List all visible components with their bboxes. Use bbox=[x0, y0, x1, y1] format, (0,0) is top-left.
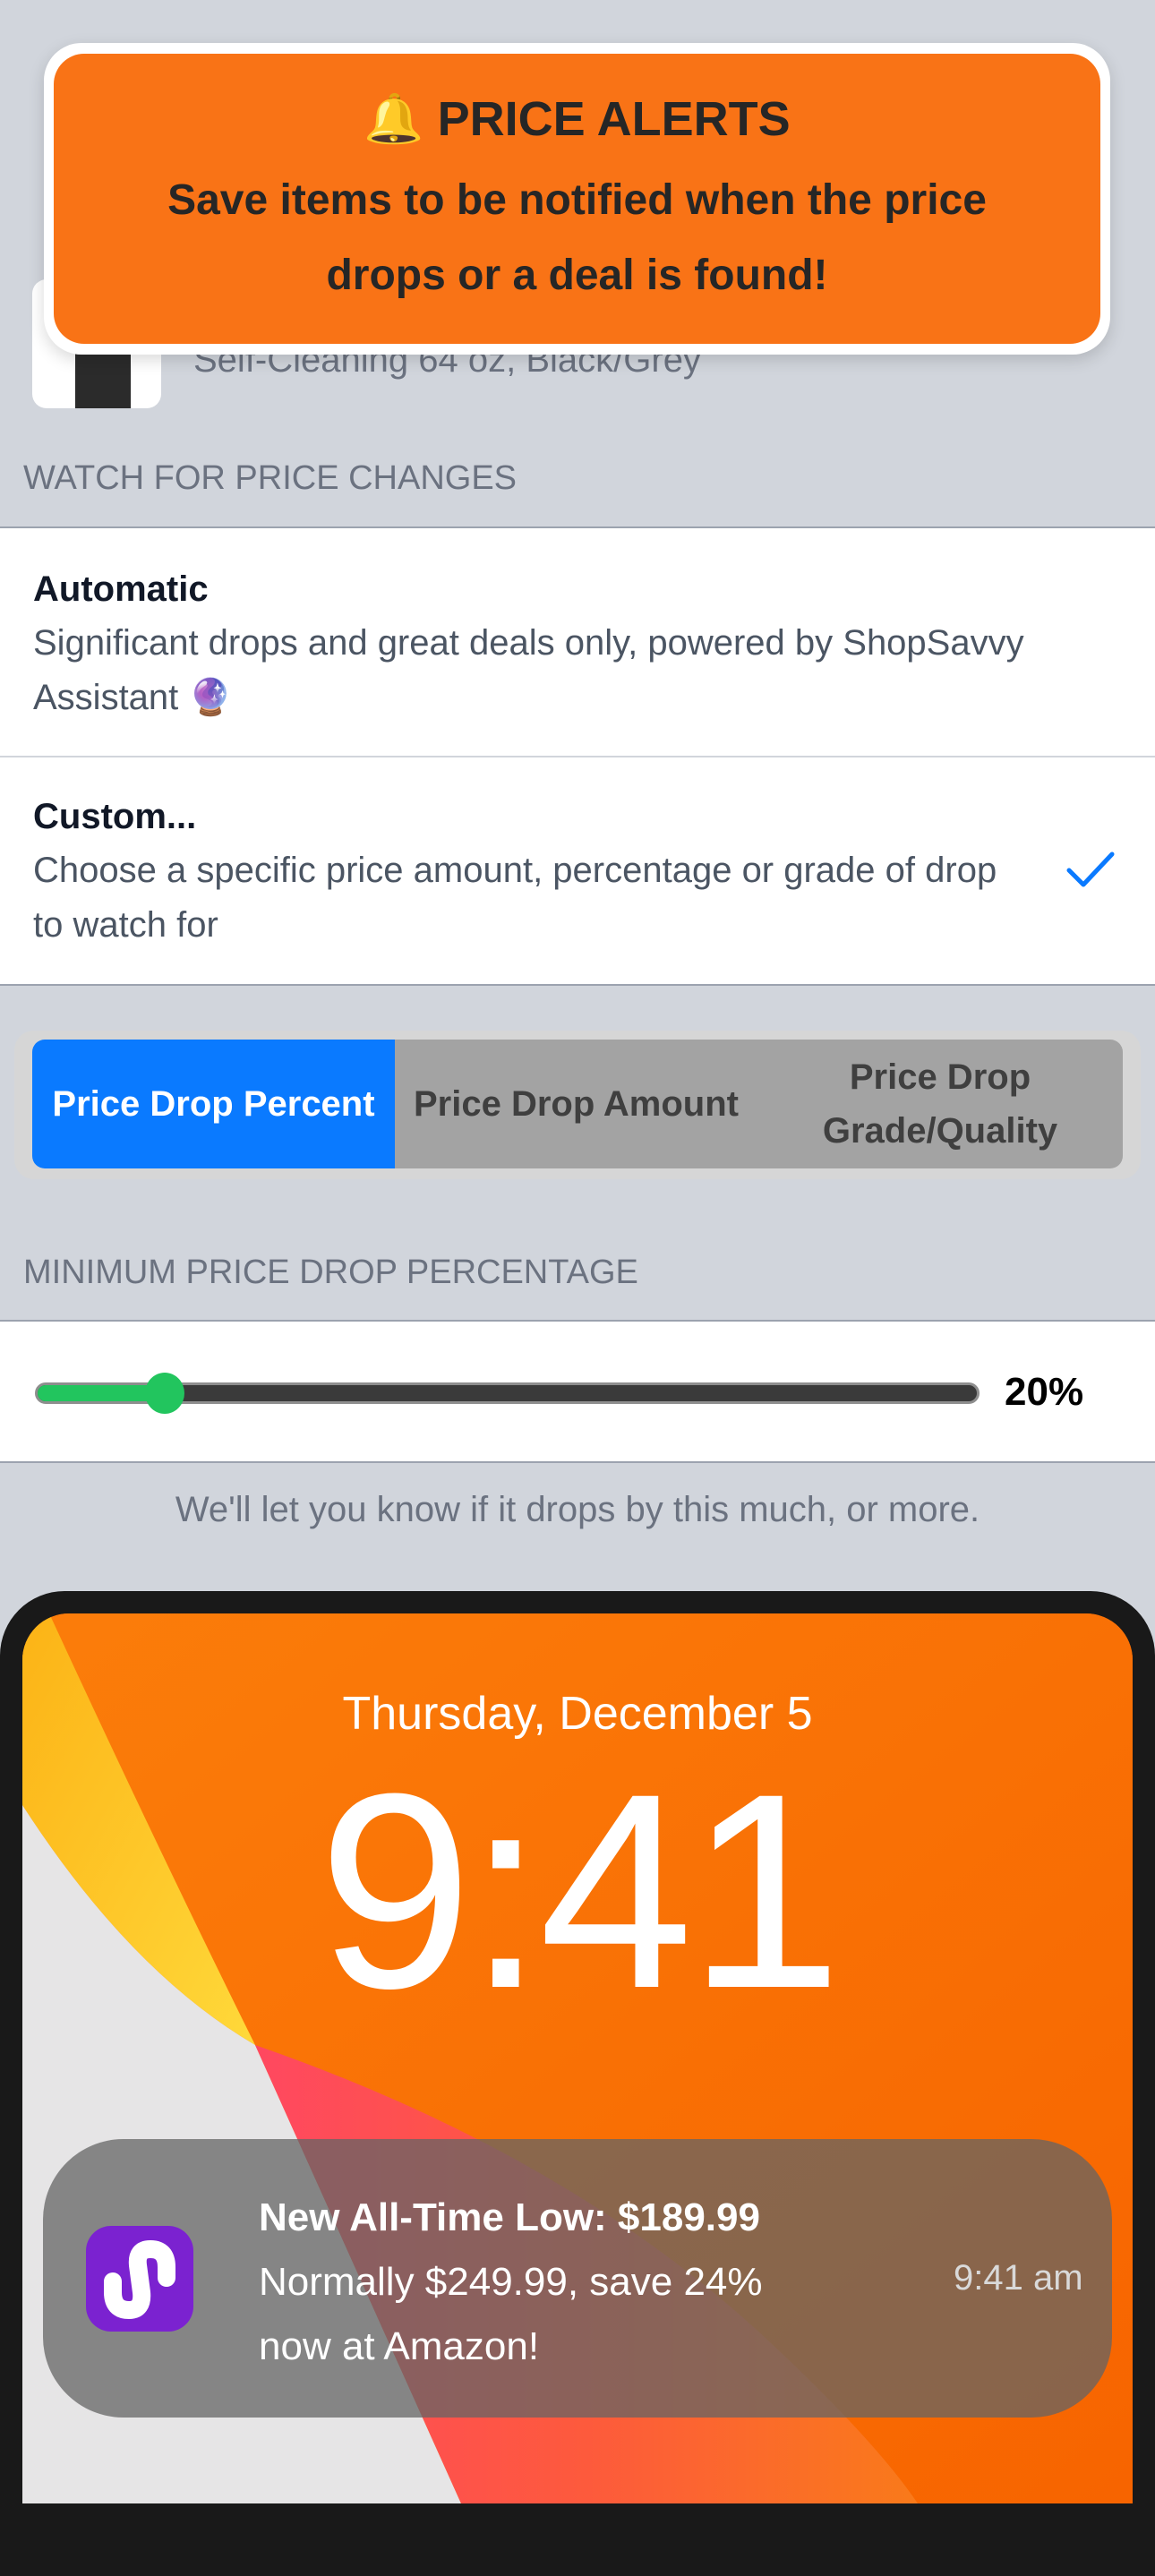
option-title: Custom... bbox=[33, 797, 197, 836]
lock-screen: Thursday, December 5 9:41 New All-Time L… bbox=[22, 1613, 1133, 2503]
watch-options-list: Automatic Significant drops and great de… bbox=[0, 526, 1155, 986]
option-custom[interactable]: Custom... Choose a specific price amount… bbox=[0, 757, 1155, 986]
bell-icon: 🔔 bbox=[364, 92, 424, 146]
price-drop-notification[interactable]: New All-Time Low: $189.99 Normally $249.… bbox=[43, 2139, 1112, 2418]
slider-caption: We'll let you know if it drops by this m… bbox=[175, 1490, 980, 1529]
option-automatic[interactable]: Automatic Significant drops and great de… bbox=[0, 528, 1155, 756]
percentage-value: 20% bbox=[1005, 1370, 1084, 1414]
notification-body: Normally $249.99, save 24% now at Amazon… bbox=[259, 2260, 763, 2368]
price-drop-type-segmented-control: Price Drop Percent Price Drop Amount Pri… bbox=[14, 1031, 1141, 1179]
segment-percent[interactable]: Price Drop Percent bbox=[32, 1040, 395, 1168]
option-title: Automatic bbox=[33, 569, 209, 609]
lock-time: 9:41 bbox=[318, 1735, 842, 2046]
option-description: Choose a specific price amount, percenta… bbox=[33, 851, 997, 945]
segment-amount[interactable]: Price Drop Amount bbox=[395, 1040, 757, 1168]
banner-title: PRICE ALERTS bbox=[437, 92, 791, 146]
notification-time: 9:41 am bbox=[954, 2258, 1083, 2298]
checkmark-icon bbox=[1066, 852, 1115, 887]
banner-body: Save items to be notified when the price… bbox=[167, 176, 987, 299]
lock-date: Thursday, December 5 bbox=[342, 1688, 813, 1740]
watch-section-header: WATCH FOR PRICE CHANGES bbox=[23, 459, 518, 497]
blender-image bbox=[75, 351, 131, 408]
shopsavvy-app-icon bbox=[86, 2226, 193, 2332]
segment-grade[interactable]: Price Drop Grade/Quality bbox=[757, 1040, 1123, 1168]
minimum-section-header: MINIMUM PRICE DROP PERCENTAGE bbox=[23, 1254, 638, 1291]
slider-thumb[interactable] bbox=[145, 1373, 185, 1414]
option-description: Significant drops and great deals only, … bbox=[33, 623, 1024, 717]
slider-fill bbox=[38, 1385, 168, 1401]
percentage-slider-track[interactable] bbox=[35, 1382, 980, 1404]
price-alerts-banner: 🔔 PRICE ALERTS Save items to be notified… bbox=[44, 43, 1110, 355]
notification-title: New All-Time Low: $189.99 bbox=[259, 2195, 760, 2239]
